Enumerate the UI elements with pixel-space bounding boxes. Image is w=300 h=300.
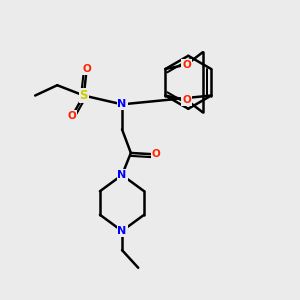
Text: O: O — [82, 64, 91, 74]
Text: O: O — [182, 60, 191, 70]
Text: N: N — [117, 170, 127, 180]
Text: O: O — [182, 95, 191, 105]
Text: N: N — [117, 99, 127, 110]
Text: O: O — [152, 149, 160, 159]
Text: O: O — [68, 111, 76, 121]
Text: S: S — [80, 89, 88, 102]
Text: N: N — [117, 226, 127, 236]
